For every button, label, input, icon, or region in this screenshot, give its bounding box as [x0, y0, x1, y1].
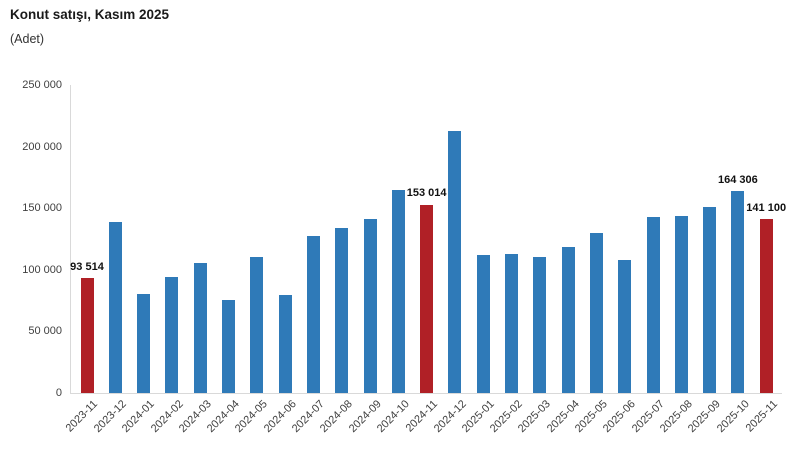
bar-2025-04: [561, 247, 575, 393]
y-tick-label: 250 000: [22, 79, 62, 91]
data-label-2025-11: 141 100: [746, 202, 787, 215]
bar-2023-12: [108, 222, 122, 393]
data-label-2025-10: 164 306: [718, 173, 758, 186]
bar-2024-02: [165, 277, 179, 393]
bar-2024-06: [278, 295, 292, 393]
y-axis-line: [70, 85, 71, 393]
bar-2024-12: [448, 131, 462, 393]
y-tick-label: 100 000: [22, 263, 62, 276]
bar-2024-03: [193, 263, 207, 393]
y-tick-label: 50 000: [28, 325, 62, 338]
bar-2024-10: [391, 189, 405, 393]
bar-2024-08: [335, 227, 349, 393]
bar-2023-11: [80, 277, 94, 393]
bar-2024-05: [250, 256, 264, 393]
bar-2025-02: [505, 254, 518, 393]
bar-2025-09: [703, 207, 717, 393]
bar-2025-03: [533, 256, 547, 393]
y-tick-label: 200 000: [22, 140, 62, 153]
bar-2025-05: [589, 232, 603, 393]
bar-2024-09: [363, 219, 377, 393]
bar-2024-11: [420, 204, 434, 393]
bar-2025-08: [674, 216, 688, 393]
x-axis-line: [70, 393, 782, 394]
bar-2024-04: [222, 299, 235, 393]
bar-2025-10: [731, 190, 745, 393]
data-label-2023-11: 93 514: [70, 260, 104, 273]
y-tick-label: 150 000: [22, 202, 62, 215]
bar-2025-06: [618, 260, 632, 393]
chart-title: Konut satışı, Kasım 2025: [10, 7, 170, 22]
plot-area: [70, 85, 782, 393]
bar-2024-01: [137, 294, 151, 393]
chart-subtitle: (Adet): [10, 32, 45, 46]
bar-2025-11: [759, 219, 773, 393]
y-tick-label: 0: [55, 387, 62, 399]
bar-2025-01: [476, 254, 490, 393]
bar-2025-07: [646, 217, 660, 393]
bar-2024-07: [306, 236, 320, 393]
data-label-2024-11: 153 014: [406, 187, 447, 200]
